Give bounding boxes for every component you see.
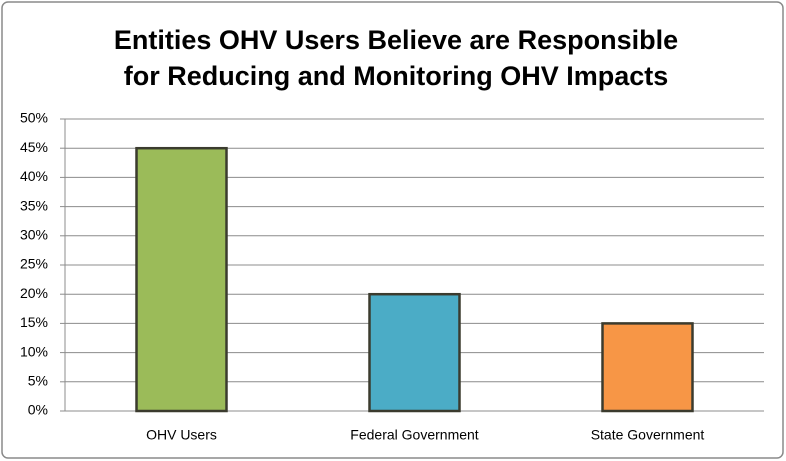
y-tick-label: 15% [20, 314, 48, 330]
bar [135, 146, 228, 413]
chart-title: Entities OHV Users Believe are Responsib… [114, 25, 678, 55]
y-tick-label: 0% [28, 402, 48, 418]
y-tick-label: 45% [20, 139, 48, 155]
bar [368, 292, 461, 413]
y-tick-label: 30% [20, 227, 48, 243]
x-tick-label: Federal Government [350, 427, 479, 443]
bar [601, 322, 694, 413]
y-tick-label: 50% [20, 110, 48, 126]
x-tick-label: State Government [591, 427, 705, 443]
y-tick-label: 35% [20, 197, 48, 213]
y-tick-label: 5% [28, 373, 48, 389]
y-tick-label: 10% [20, 343, 48, 359]
y-tick-label: 20% [20, 285, 48, 301]
y-tick-label: 40% [20, 168, 48, 184]
x-tick-label: OHV Users [146, 427, 217, 443]
chart-title: for Reducing and Monitoring OHV Impacts [124, 61, 669, 91]
y-tick-label: 25% [20, 256, 48, 272]
